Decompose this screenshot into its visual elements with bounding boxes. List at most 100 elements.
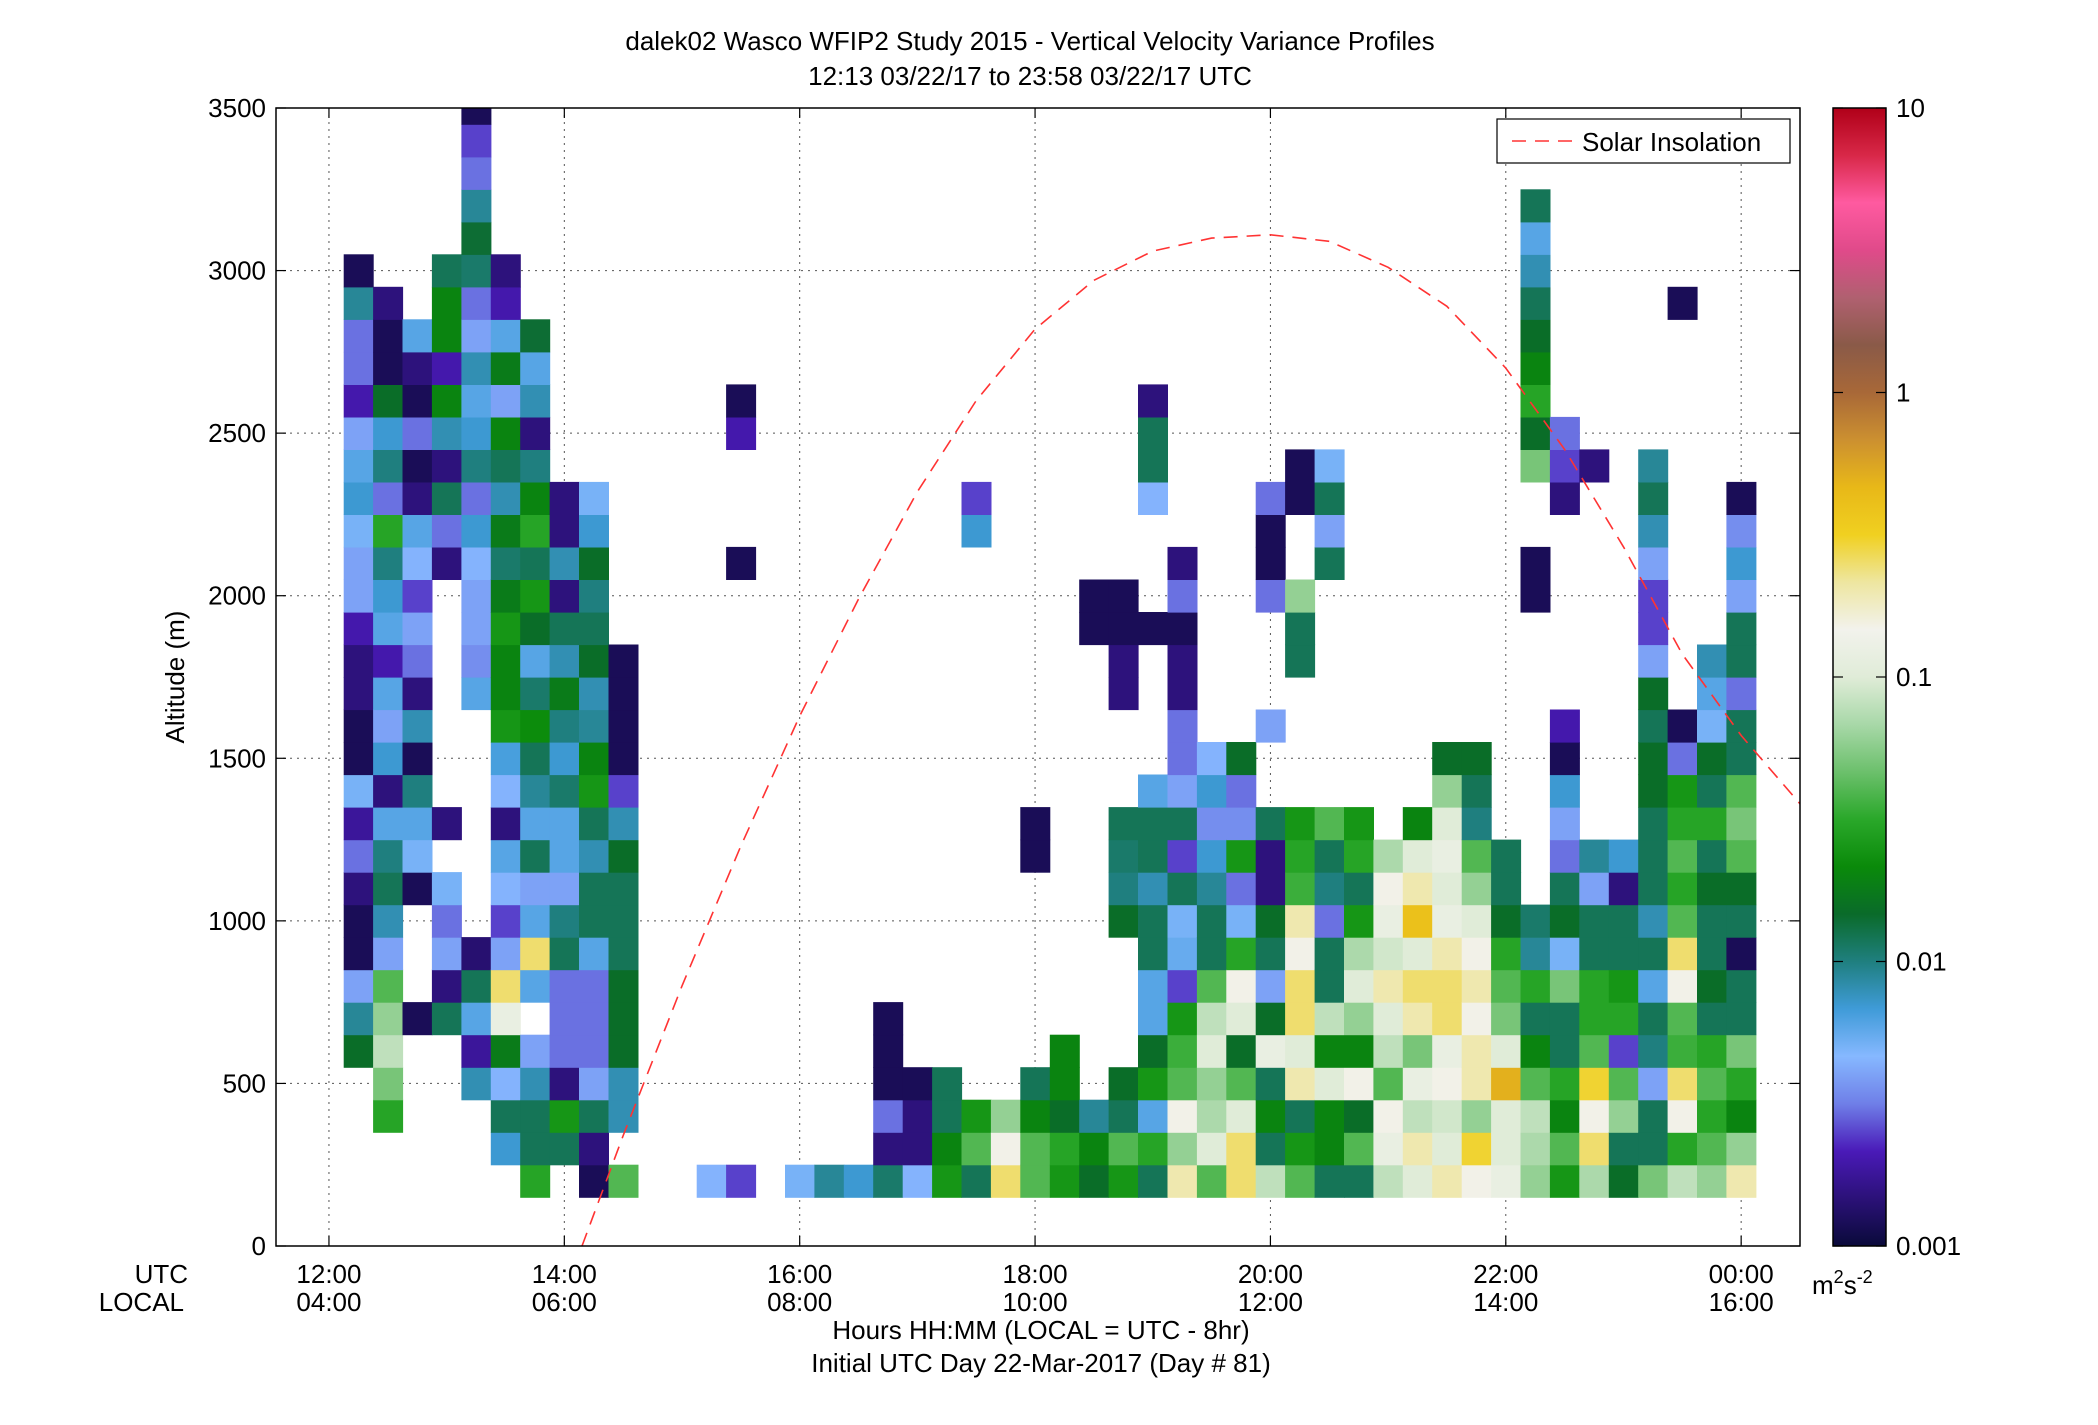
heatmap-cell <box>1314 839 1345 873</box>
heatmap-cell <box>1167 1002 1198 1036</box>
heatmap-cell <box>932 1132 963 1166</box>
heatmap-cell <box>1402 969 1433 1003</box>
heatmap-cell <box>490 351 521 385</box>
heatmap-cell <box>1285 969 1316 1003</box>
heatmap-cell <box>343 254 374 288</box>
heatmap-cell <box>1491 1034 1522 1068</box>
heatmap-cell <box>1491 904 1522 938</box>
heatmap-cell <box>873 1164 904 1198</box>
heatmap-cell <box>579 514 609 548</box>
heatmap-cell <box>1697 1099 1727 1133</box>
heatmap-cell <box>1402 839 1433 873</box>
heatmap-cell <box>1432 1099 1463 1133</box>
heatmap-cell <box>1314 1164 1345 1198</box>
heatmap-cell <box>1196 807 1227 841</box>
heatmap-cell <box>1373 969 1404 1003</box>
x-tick-label-utc: 22:00 <box>1473 1259 1538 1289</box>
heatmap-cell <box>549 969 580 1003</box>
heatmap-cell <box>902 1164 933 1198</box>
heatmap-cell <box>373 709 404 743</box>
heatmap-cell <box>373 286 404 320</box>
heatmap-cell <box>1167 742 1198 776</box>
heatmap-cell <box>490 774 521 808</box>
heatmap-cell <box>431 254 462 288</box>
heatmap-cell <box>1520 579 1551 613</box>
heatmap-cell <box>579 709 609 743</box>
heatmap-cell <box>490 1002 521 1036</box>
heatmap-cell <box>1285 579 1316 613</box>
heatmap-cell <box>549 742 580 776</box>
heatmap-cell <box>1667 807 1698 841</box>
heatmap-cell <box>1726 937 1757 971</box>
heatmap-cell <box>1549 937 1580 971</box>
heatmap-cell <box>431 872 462 906</box>
heatmap-cell <box>1520 1034 1551 1068</box>
heatmap-cell <box>608 1067 639 1101</box>
heatmap-cell <box>1667 872 1698 906</box>
heatmap-cell <box>1167 1067 1198 1101</box>
heatmap-cell <box>490 546 521 580</box>
heatmap-cell <box>490 677 521 711</box>
heatmap-cell <box>431 416 462 450</box>
heatmap-cell <box>1432 904 1463 938</box>
heatmap-cell <box>1020 839 1051 873</box>
heatmap-cell <box>549 579 580 613</box>
heatmap-cell <box>1461 872 1492 906</box>
heatmap-cell <box>402 319 433 353</box>
heatmap-cell <box>549 1002 580 1036</box>
y-tick-label: 3500 <box>208 93 266 123</box>
heatmap-cell <box>726 1164 757 1198</box>
heatmap-cell <box>1697 742 1727 776</box>
heatmap-cell <box>461 677 492 711</box>
x-tick-label-local: 10:00 <box>1003 1287 1068 1317</box>
heatmap-cell <box>1638 612 1669 646</box>
heatmap-cell <box>1520 449 1551 483</box>
heatmap-cell <box>1344 872 1374 906</box>
heatmap-cell <box>461 937 492 971</box>
heatmap-cell <box>1167 1164 1198 1198</box>
heatmap-cell <box>520 644 551 678</box>
heatmap-cell <box>1285 1164 1316 1198</box>
heatmap-cell <box>1608 1002 1639 1036</box>
heatmap-cell <box>402 872 433 906</box>
heatmap-cell <box>1726 677 1757 711</box>
heatmap-cell <box>1726 1067 1757 1101</box>
heatmap-cell <box>932 1067 963 1101</box>
heatmap-cell <box>1520 416 1551 450</box>
heatmap-cell <box>549 481 580 515</box>
heatmap-cell <box>1638 774 1669 808</box>
heatmap-cell <box>549 807 580 841</box>
heatmap-cell <box>402 677 433 711</box>
heatmap-cell <box>461 579 492 613</box>
heatmap-cell <box>549 774 580 808</box>
heatmap-cell <box>579 1164 609 1198</box>
heatmap-cell <box>1255 904 1286 938</box>
heatmap-cell <box>785 1164 815 1198</box>
heatmap-cell <box>1726 742 1757 776</box>
heatmap-cell <box>1108 1067 1139 1101</box>
heatmap-cell <box>1138 1067 1168 1101</box>
heatmap-cell <box>1255 546 1286 580</box>
heatmap-cell <box>1138 1034 1168 1068</box>
heatmap-cell <box>431 351 462 385</box>
heatmap-cell <box>1108 872 1139 906</box>
heatmap-cell <box>490 1067 521 1101</box>
heatmap-cell <box>1402 1067 1433 1101</box>
heatmap-cell <box>461 156 492 190</box>
colorbar-tick-label: 0.01 <box>1896 947 1947 977</box>
heatmap-cell <box>490 319 521 353</box>
heatmap-cell <box>1138 904 1168 938</box>
heatmap-cell <box>579 774 609 808</box>
heatmap-cell <box>402 1002 433 1036</box>
heatmap-cell <box>1667 937 1698 971</box>
heatmap-cell <box>461 124 492 158</box>
heatmap-cell <box>1579 839 1610 873</box>
heatmap-cell <box>1373 904 1404 938</box>
heatmap-cell <box>1285 904 1316 938</box>
heatmap-cell <box>608 1164 639 1198</box>
heatmap-cell <box>1579 1002 1610 1036</box>
heatmap-cell <box>373 904 404 938</box>
heatmap-cell <box>1108 644 1139 678</box>
heatmap-cell <box>961 1099 992 1133</box>
heatmap-cell <box>1138 1132 1168 1166</box>
